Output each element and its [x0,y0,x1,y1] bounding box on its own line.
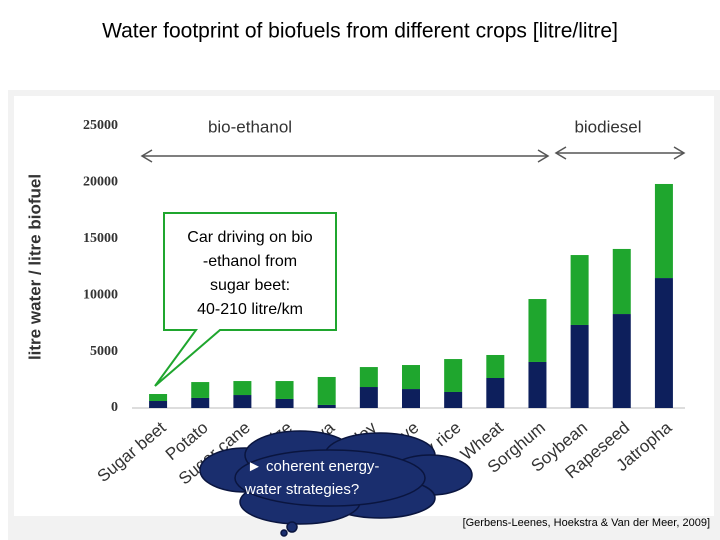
bar-segment [612,314,631,408]
callout-text: Car driving on bio -ethanol from sugar bee… [187,229,313,318]
callout-line: 40-210 litre/km [197,301,303,318]
bar-segment [654,278,673,408]
callout-line: Car driving on bio [187,229,313,246]
y-tick-label: 0 [111,400,118,415]
y-tick-label: 25000 [83,118,118,133]
callout-box [154,212,337,387]
callout-line: -ethanol from [203,253,297,270]
bar-segment [149,401,168,408]
arrow-heads [554,146,686,160]
bar-segment [233,381,252,396]
bar-segment [570,255,589,325]
group-label: bio-ethanol [208,117,292,136]
thought-cloud [199,430,473,537]
arrow-heads [140,149,550,163]
thought-line: water strategies? [244,481,359,498]
bar-segment [149,394,168,402]
bar-segment [486,354,505,378]
bar-segment [654,183,673,279]
bar-segment [359,387,378,408]
bar-segment [570,324,589,408]
bar-segment [359,367,378,388]
bar-segment [444,391,463,408]
group-label: biodiesel [574,117,641,136]
y-tick-label: 5000 [90,344,118,359]
bar-segment [317,404,336,408]
bar-segment [528,299,547,362]
y-tick-label: 20000 [83,175,118,190]
y-tick-label: 10000 [83,287,118,302]
bar-segment [444,359,463,392]
bar-segment [402,389,420,408]
bar-segment [317,376,336,405]
bar-segment [402,365,420,390]
bar-segment [612,248,631,315]
slide-title: Water footprint of biofuels from differe… [102,20,618,43]
bar-segment [486,377,505,408]
y-axis-label: litre water / litre biofuel [25,174,44,360]
bar-segment [528,361,547,408]
callout-line: sugar beet: [210,277,290,294]
bar-segment [275,381,294,399]
citation: [Gerbens-Leenes, Hoekstra & Van der Meer… [463,517,710,529]
bar-segment [191,397,210,408]
bar-segment [191,382,210,398]
thought-text: ► coherent energy-water strategies? [244,458,379,498]
thought-line: ► coherent energy- [247,458,379,475]
y-tick-label: 15000 [83,231,118,246]
bar-segment [275,398,294,408]
bar-segment [233,395,252,408]
